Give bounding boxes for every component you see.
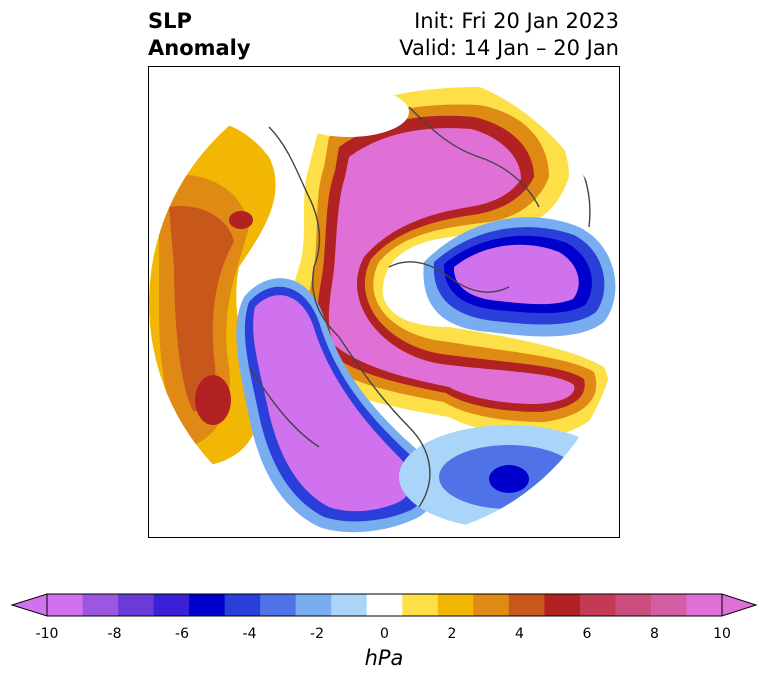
valid-period-text: Valid: 14 Jan – 20 Jan — [399, 36, 619, 60]
colorbar-tick-label: -4 — [242, 626, 257, 642]
colorbar-segment — [402, 594, 439, 616]
init-date-text: Init: Fri 20 Jan 2023 — [414, 9, 619, 33]
colorbar-segment — [473, 594, 510, 616]
colorbar-segment — [295, 594, 332, 616]
colorbar-tick-label: -8 — [107, 626, 122, 642]
positive-anomaly-pacific-max — [195, 375, 231, 425]
colorbar-tick-label: 2 — [447, 626, 457, 642]
colorbar-tick-label: -2 — [310, 626, 324, 642]
colorbar-segment — [224, 594, 261, 616]
colorbar-unit-label: hPa — [364, 646, 404, 670]
chart-title: SLP Anomaly — [148, 8, 251, 62]
colorbar-segment — [153, 594, 190, 616]
colorbar-segment — [366, 594, 403, 616]
colorbar — [10, 593, 758, 617]
colorbar-segment — [260, 594, 297, 616]
colorbar-tick-label: -10 — [35, 626, 59, 642]
colorbar-segment — [189, 594, 226, 616]
colorbar-segment — [615, 594, 652, 616]
colorbar-segment — [650, 594, 687, 616]
title-line-2: Anomaly — [148, 36, 251, 60]
colorbar-segment — [118, 594, 155, 616]
run-info: Init: Fri 20 Jan 2023 Valid: 14 Jan – 20… — [399, 8, 619, 62]
colorbar-segment — [508, 594, 545, 616]
colorbar-segment — [686, 594, 723, 616]
positive-anomaly-pacific-inner — [169, 206, 234, 412]
positive-anomaly-eurasia-inside — [453, 244, 579, 305]
anomaly-map — [149, 67, 619, 537]
colorbar-segment — [82, 594, 119, 616]
colorbar-segment — [331, 594, 368, 616]
colorbar-tick-label: -6 — [175, 626, 189, 642]
colorbar-tick-label: 0 — [380, 626, 389, 642]
colorbar-tick-label: 8 — [650, 626, 659, 642]
anomaly-field — [149, 67, 619, 537]
colorbar-tick-label: 10 — [713, 626, 731, 642]
title-line-1: SLP — [148, 9, 192, 33]
colorbar-segment — [47, 594, 84, 616]
map-panel — [148, 66, 620, 538]
negative-anomaly-atlantic-core — [489, 465, 529, 493]
negative-anomaly-namerica-core — [253, 295, 412, 512]
positive-anomaly-pacific-max2 — [229, 211, 253, 229]
colorbar-extend-high — [721, 593, 758, 617]
colorbar-segment — [579, 594, 616, 616]
colorbar-extend-low — [10, 593, 48, 617]
colorbar-segment — [544, 594, 581, 616]
colorbar-tick-label: 6 — [582, 626, 592, 642]
neutral-anomaly-north — [289, 87, 409, 137]
colorbar-segment — [437, 594, 474, 616]
positive-anomaly-arctic-core — [328, 128, 575, 404]
colorbar-tick-label: 4 — [515, 626, 524, 642]
